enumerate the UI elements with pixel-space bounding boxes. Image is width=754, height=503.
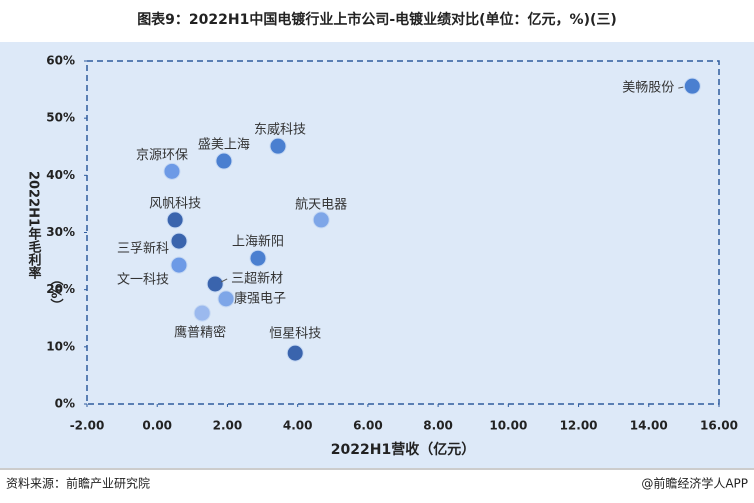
x-tick-label: 6.00	[353, 419, 383, 433]
point	[193, 304, 211, 322]
leader-line	[678, 86, 684, 89]
point-label: 盛美上海	[198, 138, 250, 153]
point	[217, 290, 235, 308]
x-axis-label: 2022H1营收（亿元）	[331, 441, 475, 458]
point	[170, 256, 188, 274]
point	[170, 232, 188, 250]
y-tick-label: 0%	[55, 397, 75, 411]
source: 资料来源：前瞻产业研究院	[6, 476, 150, 491]
y-axis-label: 2022H1年毛利率	[26, 171, 42, 281]
point-label: 京源环保	[136, 148, 188, 163]
y-tick-label: 50%	[46, 111, 75, 125]
point	[683, 77, 701, 95]
y-axis-unit: （%）	[48, 272, 65, 311]
y-tick-label: 30%	[46, 225, 75, 239]
point	[312, 211, 330, 229]
x-tick-label: 10.00	[489, 419, 527, 433]
point-label: 文一科技	[117, 273, 169, 288]
leader-line	[220, 278, 228, 283]
point	[206, 275, 224, 293]
y-tick-label: 20%	[46, 282, 75, 296]
point	[269, 137, 287, 155]
point-label: 上海新阳	[232, 234, 284, 250]
point-label: 三孚新科	[117, 241, 169, 257]
point-label: 康强电子	[234, 290, 286, 306]
point-label: 东威科技	[254, 123, 306, 138]
y-tick-label: 40%	[46, 168, 75, 182]
point-label: 航天电器	[295, 196, 347, 212]
y-tick-label: 60%	[46, 54, 75, 68]
point-label: 鹰普精密	[174, 325, 226, 341]
x-tick-label: 2.00	[213, 419, 243, 433]
chart-background	[0, 42, 754, 468]
point	[215, 152, 233, 170]
x-tick-label: -2.00	[70, 419, 105, 433]
plot-border	[86, 60, 720, 405]
point-label: 美畅股份	[622, 81, 674, 96]
x-tick-label: 4.00	[283, 419, 313, 433]
point	[286, 344, 304, 362]
point	[163, 162, 181, 180]
point-label: 风帆科技	[149, 196, 201, 211]
x-tick-label: 8.00	[423, 419, 453, 433]
x-tick-label: 0.00	[142, 419, 172, 433]
chart-title: 图表9：2022H1中国电镀行业上市公司-电镀业绩对比(单位：亿元，%)(三)	[137, 11, 617, 28]
credit: @前瞻经济学人APP	[641, 476, 748, 491]
point-label: 恒星科技	[269, 327, 321, 342]
point	[249, 249, 267, 267]
point-label: 三超新材	[231, 270, 283, 286]
y-tick-label: 10%	[46, 339, 75, 353]
x-tick-label: 14.00	[630, 419, 668, 433]
x-tick-label: 16.00	[700, 419, 738, 433]
x-tick-label: 12.00	[560, 419, 598, 433]
point	[166, 211, 184, 229]
